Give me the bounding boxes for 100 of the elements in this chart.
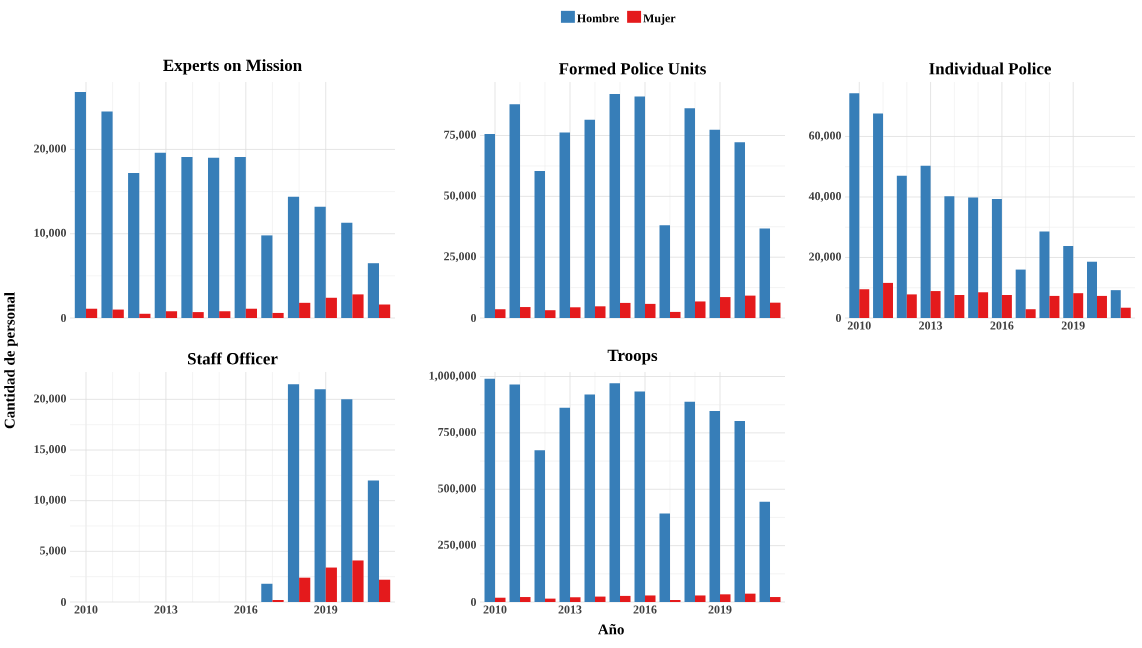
bar	[128, 173, 140, 318]
chart-title: Experts on Mission	[163, 59, 302, 75]
y-tick-label: 500,000	[438, 484, 477, 495]
x-tick-label: 2013	[558, 605, 582, 614]
y-tick-label: 250,000	[438, 540, 477, 551]
bar	[1096, 295, 1107, 318]
bar	[968, 197, 979, 318]
bar	[609, 383, 620, 602]
x-tick-label: 2016	[633, 605, 657, 614]
bar	[379, 304, 391, 318]
y-tick-label: 20,000	[34, 394, 67, 405]
y-tick-label: 10,000	[34, 495, 67, 506]
bar	[659, 225, 671, 318]
bar	[695, 301, 706, 318]
bar	[873, 113, 884, 318]
bar	[634, 96, 646, 318]
bar	[74, 92, 86, 318]
bar	[559, 132, 571, 318]
x-tick-label: 2010	[74, 605, 98, 614]
bar	[709, 129, 721, 318]
y-tick-label: 10,000	[34, 228, 67, 239]
bar	[207, 157, 220, 318]
y-tick-label: 0	[60, 597, 67, 607]
bar	[734, 420, 745, 602]
bar	[234, 157, 246, 318]
x-tick-label: 2013	[919, 321, 943, 330]
x-tick-label: 2010	[847, 321, 871, 330]
y-tick-label: 20,000	[34, 144, 67, 155]
x-tick-label: 2019	[314, 605, 338, 614]
bar	[906, 294, 917, 318]
bar	[272, 599, 284, 602]
bar	[520, 307, 531, 318]
x-axis-title: Año	[598, 623, 624, 635]
y-tick-label: 0	[60, 313, 67, 323]
legend-label: Mujer	[643, 13, 676, 25]
bar	[85, 308, 98, 318]
bar	[272, 312, 284, 318]
bar	[570, 597, 581, 602]
bar	[759, 501, 771, 602]
y-tick-label: 1,000,000	[429, 371, 477, 382]
y-tick-label: 0	[470, 313, 477, 323]
bar	[745, 295, 756, 318]
bar	[1120, 307, 1131, 318]
bar	[192, 312, 204, 318]
bar	[584, 394, 595, 602]
bar	[1001, 295, 1012, 318]
bar	[509, 384, 520, 602]
bar	[978, 292, 989, 318]
bar	[112, 309, 124, 318]
bar	[645, 595, 656, 602]
bar	[896, 175, 907, 318]
bar	[509, 104, 521, 318]
bar	[1110, 290, 1121, 318]
bar	[534, 450, 545, 602]
bar	[620, 595, 631, 602]
bar	[620, 302, 631, 318]
bar	[1073, 293, 1084, 318]
bar	[634, 391, 645, 602]
bar	[734, 142, 746, 318]
bar	[595, 596, 606, 602]
bar	[101, 111, 113, 318]
bar	[1015, 269, 1026, 318]
bar	[859, 289, 870, 318]
bar	[930, 291, 941, 318]
bar	[670, 599, 681, 602]
y-tick-label: 75,000	[444, 130, 477, 141]
y-tick-label: 40,000	[808, 192, 842, 202]
bar	[314, 206, 326, 318]
bar	[609, 93, 621, 318]
bar	[709, 411, 720, 602]
chart-title: Troops	[607, 349, 658, 365]
bar	[920, 165, 931, 318]
bar	[559, 407, 570, 602]
bar	[299, 577, 311, 602]
bar	[1087, 261, 1097, 318]
y-tick-label: 50,000	[444, 191, 477, 202]
bar	[883, 282, 894, 318]
x-tick-label: 2016	[234, 605, 258, 614]
y-tick-label: 20,000	[809, 252, 842, 263]
y-axis-title: Cantidad de personal	[4, 292, 18, 429]
bar	[299, 302, 311, 318]
bar	[287, 384, 300, 602]
y-tick-label: 25,000	[444, 252, 477, 263]
y-tick-label: 0	[470, 597, 477, 607]
bar	[954, 295, 965, 318]
x-tick-label: 2019	[1061, 321, 1085, 330]
bar	[645, 303, 656, 318]
bar	[1063, 245, 1074, 318]
bar	[944, 196, 955, 318]
bar	[325, 567, 337, 602]
bar	[1039, 231, 1050, 318]
bar	[367, 480, 380, 602]
bar	[545, 310, 556, 318]
bar	[261, 235, 273, 318]
bar	[314, 389, 326, 602]
bar	[245, 308, 258, 318]
bar	[991, 199, 1002, 318]
bar	[659, 513, 670, 602]
bar	[570, 307, 581, 318]
bar	[770, 302, 781, 318]
